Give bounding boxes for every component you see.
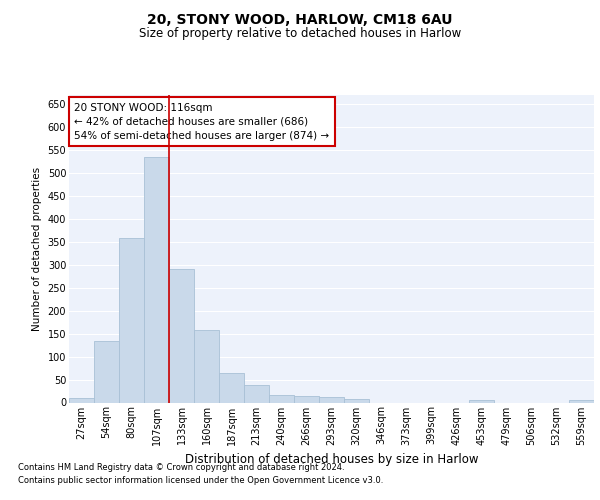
Bar — [119, 238, 144, 402]
Text: Size of property relative to detached houses in Harlow: Size of property relative to detached ho… — [139, 28, 461, 40]
Text: 20, STONY WOOD, HARLOW, CM18 6AU: 20, STONY WOOD, HARLOW, CM18 6AU — [147, 12, 453, 26]
Bar — [94, 340, 119, 402]
Text: Contains HM Land Registry data © Crown copyright and database right 2024.: Contains HM Land Registry data © Crown c… — [18, 462, 344, 471]
Bar — [294, 396, 319, 402]
Bar — [194, 330, 219, 402]
Y-axis label: Number of detached properties: Number of detached properties — [32, 166, 42, 331]
Text: 20 STONY WOOD: 116sqm
← 42% of detached houses are smaller (686)
54% of semi-det: 20 STONY WOOD: 116sqm ← 42% of detached … — [74, 102, 329, 141]
X-axis label: Distribution of detached houses by size in Harlow: Distribution of detached houses by size … — [185, 453, 478, 466]
Bar — [69, 398, 94, 402]
Bar — [319, 398, 344, 402]
Bar — [469, 400, 494, 402]
Bar — [344, 399, 369, 402]
Bar — [269, 394, 294, 402]
Bar — [169, 270, 194, 402]
Bar — [244, 385, 269, 402]
Bar — [219, 372, 244, 402]
Bar — [569, 400, 594, 402]
Bar — [144, 157, 169, 402]
Text: Contains public sector information licensed under the Open Government Licence v3: Contains public sector information licen… — [18, 476, 383, 485]
